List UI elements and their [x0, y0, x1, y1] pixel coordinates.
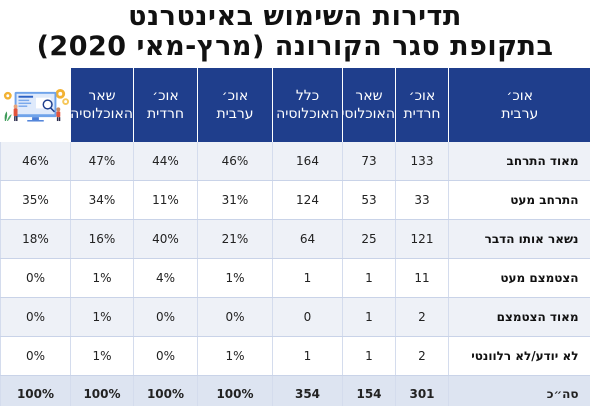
table-cell: 121 [395, 219, 449, 259]
table-row: התרחב מעט 33 53 124 31% 11% 34% 35% [0, 180, 590, 220]
table-cell: 35% [0, 180, 71, 220]
column-header-line-1: אוכ׳ [221, 88, 249, 104]
column-header-line-2: חרדית [403, 106, 441, 122]
table-cell: 0% [133, 297, 198, 337]
table-total-row: סה״כ 301 154 354 100% 100% 100% 100% [0, 375, 590, 406]
column-header-line-1: שאר [88, 88, 116, 104]
table-cell: 1 [342, 297, 396, 337]
row-label: התרחב מעט [448, 180, 590, 220]
column-header-2: אוכ׳ חרדית [395, 68, 449, 142]
table-cell: 100% [133, 375, 198, 406]
table-cell: 53 [342, 180, 396, 220]
table-cell: 47% [70, 142, 134, 181]
table-cell: 18% [0, 219, 71, 259]
table-cell: 0% [0, 336, 71, 376]
table-cell: 354 [272, 375, 343, 406]
column-header-line-1: אוכ׳ [408, 88, 436, 104]
table-cell: 46% [197, 142, 273, 181]
table-cell: 0% [0, 258, 71, 298]
column-header-line-2: ערבית [501, 106, 539, 122]
row-label: מאוד הצטמצם [448, 297, 590, 337]
table-cell: 1% [70, 336, 134, 376]
column-header-line-2: האוכלוסיה [70, 106, 134, 122]
page-title: תדירות השימוש באינטרנט בתקופת סגר הקורונ… [0, 2, 590, 62]
row-label: נשאר אותו הדבר [448, 219, 590, 259]
table-cell: 154 [342, 375, 396, 406]
column-header-5: אוכ׳ ערבית [197, 68, 273, 142]
table-cell: 1 [342, 258, 396, 298]
table-cell: 0 [272, 297, 343, 337]
table-cell: 34% [70, 180, 134, 220]
table-row: הצטמצם מעט 11 1 1 1% 4% 1% 0% [0, 258, 590, 298]
column-header-line-2: האוכלוסיה [344, 106, 396, 122]
row-label: סה״כ [448, 375, 590, 406]
table-cell: 1% [197, 258, 273, 298]
table-cell: 1% [70, 297, 134, 337]
column-header-3: שאר האוכלוסיה [342, 68, 396, 142]
table-cell: 1 [272, 336, 343, 376]
column-header-line-1: אוכ׳ [152, 88, 179, 104]
table-cell: 164 [272, 142, 343, 181]
table-cell: 2 [395, 336, 449, 376]
column-header-4: כלל האוכלוסיה [272, 68, 343, 142]
table-cell: 11 [395, 258, 449, 298]
table-cell: 4% [133, 258, 198, 298]
table-cell: 0% [197, 297, 273, 337]
table-cell: 100% [70, 375, 134, 406]
row-label: הצטמצם מעט [448, 258, 590, 298]
computer-search-illustration-icon [3, 88, 70, 122]
table-header-row: אוכ׳ ערבית אוכ׳ חרדית שאר האוכלוסיה כלל האוכלוס… [0, 68, 590, 142]
table-cell: 21% [197, 219, 273, 259]
table-cell: 0% [133, 336, 198, 376]
column-header-line-2: חרדית [146, 106, 185, 122]
column-header-line-1: כלל [295, 88, 320, 104]
title-line-1: תדירות השימוש באינטרנט [128, 1, 462, 32]
table-cell: 33 [395, 180, 449, 220]
table-cell: 100% [197, 375, 273, 406]
title-line-2: בתקופת סגר הקורונה (מרץ-מאי 2020) [36, 31, 554, 62]
table-cell: 64 [272, 219, 343, 259]
table-row: מאוד התרחב 133 73 164 46% 44% 47% 46% [0, 142, 590, 181]
table-cell: 100% [0, 375, 71, 406]
column-header-1: אוכ׳ ערבית [448, 68, 590, 142]
table-cell: 44% [133, 142, 198, 181]
table-cell: 31% [197, 180, 273, 220]
table-cell: 2 [395, 297, 449, 337]
table-cell: 11% [133, 180, 198, 220]
table-cell: 46% [0, 142, 71, 181]
row-label: לא יודע/לא רלוונטי [448, 336, 590, 376]
table-cell: 124 [272, 180, 343, 220]
illustration-cell [0, 68, 71, 142]
table-cell: 25 [342, 219, 396, 259]
table-row: נשאר אותו הדבר 121 25 64 21% 40% 16% 18% [0, 219, 590, 259]
table-cell: 1 [272, 258, 343, 298]
column-header-line-1: שאר [355, 88, 383, 104]
table-cell: 40% [133, 219, 198, 259]
table-cell: 301 [395, 375, 449, 406]
table-cell: 133 [395, 142, 449, 181]
table-row: מאוד הצטמצם 2 1 0 0% 0% 1% 0% [0, 297, 590, 337]
table-cell: 0% [0, 297, 71, 337]
data-table: אוכ׳ ערבית אוכ׳ חרדית שאר האוכלוסיה כלל האוכלוס… [0, 68, 590, 406]
table-cell: 16% [70, 219, 134, 259]
column-header-line-2: האוכלוסיה [276, 106, 339, 122]
table-row: לא יודע/לא רלוונטי 2 1 1 1% 0% 1% 0% [0, 336, 590, 376]
row-label: מאוד התרחב [448, 142, 590, 181]
table-cell: 1 [342, 336, 396, 376]
column-header-6: אוכ׳ חרדית [133, 68, 198, 142]
column-header-7: שאר האוכלוסיה [70, 68, 134, 142]
column-header-line-1: אוכ׳ [506, 88, 533, 104]
table-body: מאוד התרחב 133 73 164 46% 44% 47% 46% התרחב מעט 3… [0, 142, 590, 406]
column-header-line-2: ערבית [216, 106, 254, 122]
table-cell: 1% [70, 258, 134, 298]
table-cell: 1% [197, 336, 273, 376]
table-cell: 73 [342, 142, 396, 181]
